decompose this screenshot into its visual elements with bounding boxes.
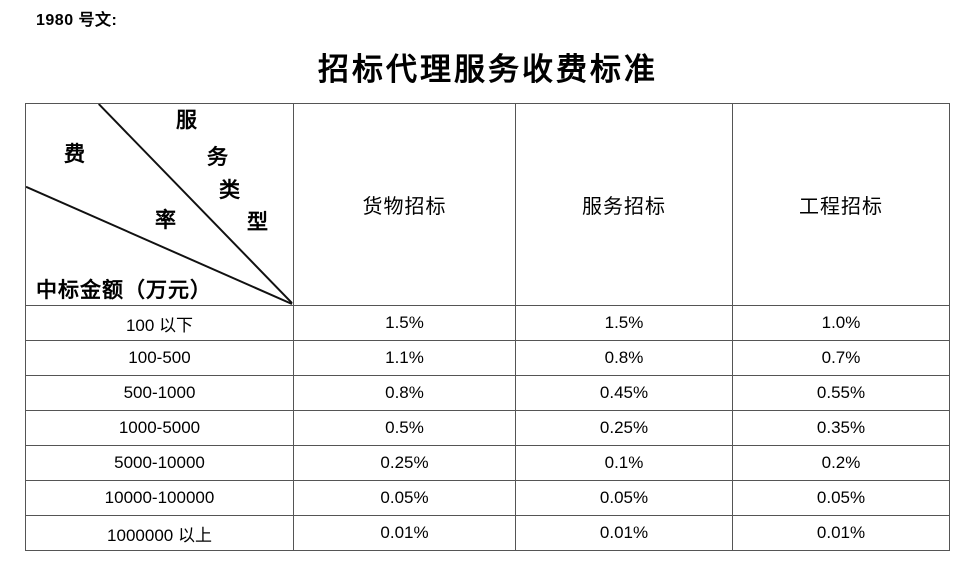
table-row: 100 以下 1.5% 1.5% 1.0% [25, 305, 950, 341]
column-header-goods: 货物招标 [293, 103, 516, 306]
goods-rate-cell: 0.8% [293, 375, 516, 411]
diagonal-divider-lines [26, 104, 293, 305]
table-row: 1000-5000 0.5% 0.25% 0.35% [25, 410, 950, 446]
corner-service-type-char: 务 [207, 145, 228, 169]
corner-fee-rate-char: 率 [155, 208, 176, 232]
goods-rate-cell: 1.5% [293, 305, 516, 341]
corner-service-type-char: 型 [247, 210, 268, 234]
goods-rate-cell: 0.05% [293, 480, 516, 516]
amount-range-cell: 500-1000 [25, 375, 294, 411]
doc-number: 1980 号文: [36, 12, 118, 29]
goods-rate-cell: 0.5% [293, 410, 516, 446]
amount-range-cell: 100 以下 [25, 305, 294, 341]
amount-range-cell: 1000000 以上 [25, 515, 294, 551]
corner-service-type-char: 类 [219, 178, 240, 202]
service-rate-cell: 0.01% [515, 515, 733, 551]
corner-amount-label: 中标金额（万元） [36, 278, 212, 302]
goods-rate-cell: 1.1% [293, 340, 516, 376]
amount-range-cell: 100-500 [25, 340, 294, 376]
engineering-rate-cell: 0.7% [732, 340, 950, 376]
corner-fee-rate-char: 费 [64, 142, 85, 166]
table-row: 1000000 以上 0.01% 0.01% 0.01% [25, 515, 950, 551]
service-rate-cell: 0.1% [515, 445, 733, 481]
table-row: 500-1000 0.8% 0.45% 0.55% [25, 375, 950, 411]
engineering-rate-cell: 1.0% [732, 305, 950, 341]
column-header-engineering: 工程招标 [732, 103, 950, 306]
engineering-rate-cell: 0.05% [732, 480, 950, 516]
engineering-rate-cell: 0.55% [732, 375, 950, 411]
table-corner-header: 服 务 类 型 费 率 中标金额（万元） [25, 103, 294, 306]
goods-rate-cell: 0.01% [293, 515, 516, 551]
service-rate-cell: 0.45% [515, 375, 733, 411]
table-row: 10000-100000 0.05% 0.05% 0.05% [25, 480, 950, 516]
engineering-rate-cell: 0.01% [732, 515, 950, 551]
engineering-rate-cell: 0.35% [732, 410, 950, 446]
table-row: 100-500 1.1% 0.8% 0.7% [25, 340, 950, 376]
amount-range-cell: 5000-10000 [25, 445, 294, 481]
fee-standard-table: 服 务 类 型 费 率 中标金额（万元） 货物招标 服务招标 工程招标 100 … [25, 103, 950, 551]
table-header-row: 服 务 类 型 费 率 中标金额（万元） 货物招标 服务招标 工程招标 [25, 103, 950, 306]
table-row: 5000-10000 0.25% 0.1% 0.2% [25, 445, 950, 481]
amount-range-cell: 10000-100000 [25, 480, 294, 516]
page-title: 招标代理服务收费标准 [318, 52, 658, 87]
engineering-rate-cell: 0.2% [732, 445, 950, 481]
service-rate-cell: 1.5% [515, 305, 733, 341]
service-rate-cell: 0.8% [515, 340, 733, 376]
corner-service-type-char: 服 [176, 108, 197, 132]
goods-rate-cell: 0.25% [293, 445, 516, 481]
column-header-service: 服务招标 [515, 103, 733, 306]
service-rate-cell: 0.25% [515, 410, 733, 446]
service-rate-cell: 0.05% [515, 480, 733, 516]
amount-range-cell: 1000-5000 [25, 410, 294, 446]
